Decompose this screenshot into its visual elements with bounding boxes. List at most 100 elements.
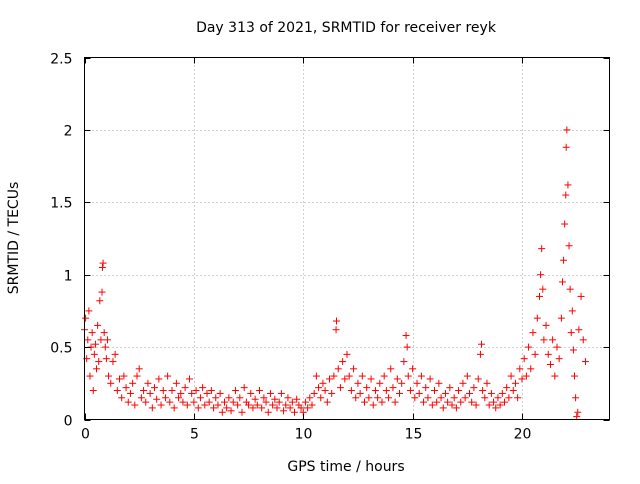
data-point	[347, 387, 355, 395]
data-point	[376, 379, 384, 387]
data-point	[539, 285, 547, 293]
data-point	[133, 372, 141, 380]
data-point	[558, 278, 566, 286]
data-point	[406, 387, 414, 395]
data-point	[514, 394, 522, 402]
data-point	[411, 394, 419, 402]
data-point	[166, 398, 174, 406]
data-point	[306, 394, 314, 402]
data-point	[223, 404, 231, 412]
data-point	[183, 401, 191, 409]
data-point	[452, 404, 460, 412]
data-point	[574, 408, 582, 416]
data-point	[116, 375, 123, 383]
data-point	[551, 372, 559, 380]
data-point	[186, 375, 193, 383]
data-point	[142, 398, 150, 406]
data-point	[420, 398, 428, 406]
data-point	[159, 387, 167, 395]
data-point	[538, 245, 546, 253]
data-point	[129, 379, 137, 387]
data-point	[146, 389, 154, 397]
data-point	[199, 384, 207, 392]
data-point	[354, 379, 362, 387]
data-point	[476, 350, 484, 358]
data-point	[280, 407, 288, 415]
data-point	[417, 372, 425, 380]
data-point	[474, 375, 482, 383]
data-point	[461, 394, 469, 402]
data-point	[566, 285, 574, 293]
data-point	[426, 375, 434, 383]
data-point	[308, 401, 316, 409]
data-point	[218, 408, 226, 416]
data-point	[382, 387, 390, 395]
data-point	[172, 379, 180, 387]
data-point	[415, 389, 423, 397]
data-point	[269, 401, 277, 409]
data-markers	[81, 126, 589, 421]
x-tick-label: 5	[190, 427, 199, 443]
data-point	[190, 398, 198, 406]
data-point	[409, 365, 417, 373]
data-point	[212, 394, 220, 402]
data-point	[361, 398, 368, 406]
data-point	[334, 365, 342, 373]
data-point	[339, 358, 347, 366]
data-point	[565, 242, 573, 250]
x-tick-label: 0	[81, 427, 90, 443]
data-point	[203, 389, 211, 397]
data-point	[494, 394, 502, 402]
data-point	[540, 336, 548, 344]
data-point	[293, 395, 301, 403]
data-point	[210, 404, 218, 412]
data-point	[478, 340, 486, 348]
data-point	[164, 372, 172, 380]
data-point	[312, 372, 320, 380]
data-point	[245, 401, 253, 409]
data-point	[367, 375, 375, 383]
data-point	[501, 398, 508, 406]
data-point	[231, 387, 239, 395]
data-point	[205, 398, 213, 406]
data-point	[374, 394, 382, 402]
data-point	[107, 379, 115, 387]
data-point	[505, 394, 513, 402]
data-point	[439, 404, 447, 412]
data-point	[567, 329, 575, 337]
data-point	[179, 398, 187, 406]
data-point	[468, 398, 476, 406]
data-point	[207, 387, 215, 395]
y-tick-label: 0.5	[50, 341, 72, 357]
data-point	[568, 307, 576, 315]
data-point	[352, 394, 360, 402]
data-point	[135, 365, 143, 373]
data-point	[264, 408, 272, 416]
data-point	[275, 398, 283, 406]
data-point	[450, 394, 458, 402]
y-axis-title: SRMTID / TECUs	[6, 182, 22, 295]
data-point	[557, 314, 565, 322]
data-point	[122, 384, 130, 392]
data-point	[82, 314, 90, 322]
x-tick-labels: 0 5 10 15 20	[81, 427, 531, 443]
data-point	[403, 343, 411, 351]
data-point	[98, 263, 106, 271]
data-point	[249, 404, 257, 412]
data-point	[441, 389, 449, 397]
data-point	[511, 379, 519, 387]
data-point	[542, 321, 550, 329]
data-point	[323, 398, 331, 406]
data-point	[137, 394, 145, 402]
data-point	[155, 375, 163, 383]
data-point	[562, 191, 570, 199]
data-point	[389, 384, 397, 392]
data-point	[444, 398, 452, 406]
data-point	[253, 401, 261, 409]
data-point	[118, 394, 126, 402]
data-point	[472, 401, 480, 409]
data-point	[560, 256, 568, 264]
data-point	[271, 395, 279, 403]
data-point	[555, 355, 563, 363]
